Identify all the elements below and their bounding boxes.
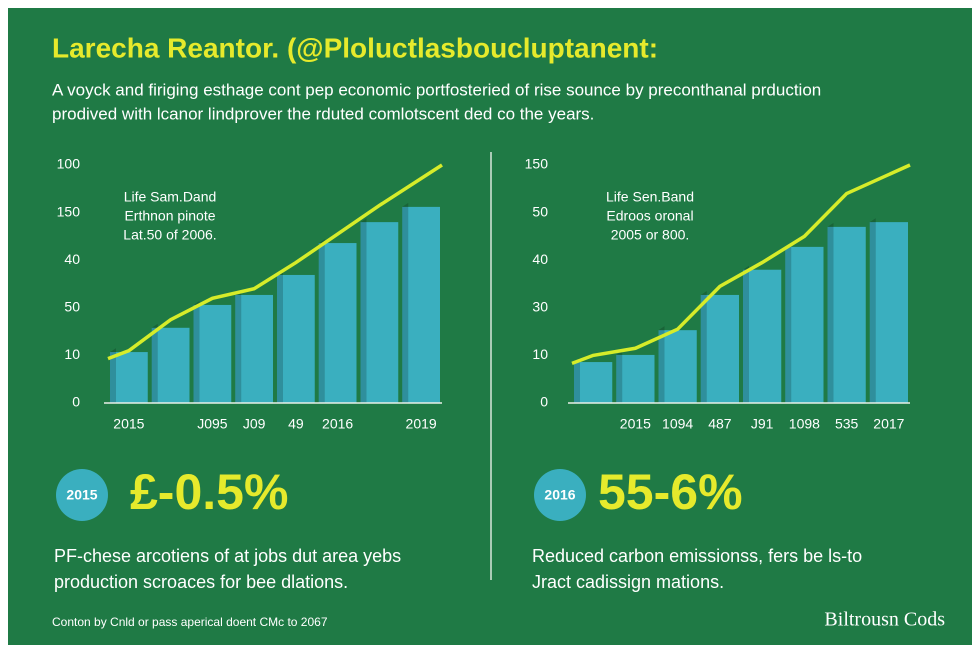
- y-tick-label: 40: [64, 251, 80, 267]
- bar: [700, 294, 739, 403]
- bar: [743, 269, 782, 403]
- x-tick-label: 1094: [662, 416, 693, 432]
- bar-shade: [616, 350, 623, 403]
- annotation: Life Sen.Band: [606, 189, 694, 205]
- bar: [318, 243, 357, 403]
- stat-text: production scroaces for bee dlations.: [54, 572, 348, 592]
- x-tick-label: 2015: [113, 416, 144, 432]
- x-tick-label: J09: [243, 416, 266, 432]
- stat-value: £-0.5%: [130, 464, 288, 520]
- y-tick-label: 100: [57, 156, 81, 172]
- y-tick-label: 40: [532, 251, 548, 267]
- bar-shade: [402, 202, 409, 403]
- x-tick-label: 1098: [789, 416, 820, 432]
- bar-shade: [360, 218, 367, 403]
- bar-shade: [827, 222, 834, 403]
- x-tick-label: J095: [197, 416, 228, 432]
- bar: [827, 226, 866, 403]
- bar: [402, 206, 440, 403]
- y-tick-label: 10: [64, 346, 80, 362]
- bar: [277, 274, 315, 403]
- x-tick-label: 49: [288, 416, 304, 432]
- bar: [193, 304, 232, 403]
- bar: [235, 294, 273, 403]
- annotation: Edroos oronal: [606, 208, 693, 224]
- stat-text: Jract cadissign mations.: [532, 572, 724, 592]
- x-tick-label: 2016: [322, 416, 353, 432]
- bar: [658, 330, 697, 403]
- y-tick-label: 50: [532, 203, 548, 219]
- subtitle: A voyck and firiging esthage cont pep ec…: [52, 80, 821, 99]
- bar-shade: [743, 265, 749, 403]
- x-tick-label: 487: [708, 416, 732, 432]
- stat-value: 55-6%: [598, 464, 743, 520]
- bar-shade: [318, 239, 325, 403]
- bar: [574, 362, 613, 403]
- bar: [360, 222, 399, 403]
- title: Larecha Reantor. (@Ploluctlasboucluptane…: [52, 32, 658, 63]
- bar-shade: [151, 323, 158, 403]
- y-tick-label: 150: [57, 203, 81, 219]
- badge: [56, 469, 108, 521]
- x-tick-label: 2015: [620, 416, 651, 432]
- y-tick-label: 50: [64, 299, 80, 315]
- bar-shade: [574, 358, 580, 403]
- badge-label: 2015: [66, 487, 97, 503]
- annotation: Lat.50 of 2006.: [123, 227, 216, 243]
- badge-label: 2016: [544, 487, 575, 503]
- bar-shade: [235, 290, 242, 403]
- y-tick-label: 0: [72, 394, 80, 410]
- bar-shade: [869, 218, 876, 403]
- y-tick-label: 10: [532, 346, 548, 362]
- bar-shade: [193, 300, 200, 403]
- line: [107, 163, 443, 361]
- x-tick-label: 535: [835, 416, 859, 432]
- y-tick-label: 0: [540, 394, 548, 410]
- bar-shade: [110, 348, 116, 403]
- bar: [869, 222, 908, 403]
- stat-text: PF-chese arcotiens of at jobs dut area y…: [54, 546, 401, 566]
- y-tick-label: 30: [532, 299, 548, 315]
- subtitle: prodived with lcanor lindprover the rdut…: [52, 104, 594, 123]
- x-tick-label: 2017: [873, 416, 904, 432]
- bar: [110, 352, 148, 403]
- annotation: Erthnon pinote: [124, 208, 215, 224]
- y-tick-label: 150: [525, 156, 549, 172]
- badge: [534, 469, 586, 521]
- bar-shade: [658, 326, 665, 403]
- bar-shade: [700, 290, 707, 403]
- line: [571, 163, 911, 366]
- footer-note: Conton by Cnld or pass aperical doent CM…: [52, 615, 328, 629]
- brand: Biltrousn Cods: [824, 609, 945, 631]
- x-tick-label: 2019: [406, 416, 437, 432]
- bar-shade: [785, 242, 792, 403]
- annotation: 2005 or 800.: [611, 227, 690, 243]
- bar-shade: [277, 270, 283, 403]
- x-tick-label: J91: [751, 416, 774, 432]
- stat-text: Reduced carbon emissionss, fers be ls-to: [532, 546, 862, 566]
- annotation: Life Sam.Dand: [124, 189, 217, 205]
- bar: [785, 246, 824, 403]
- bar: [151, 327, 190, 403]
- bar: [616, 354, 655, 403]
